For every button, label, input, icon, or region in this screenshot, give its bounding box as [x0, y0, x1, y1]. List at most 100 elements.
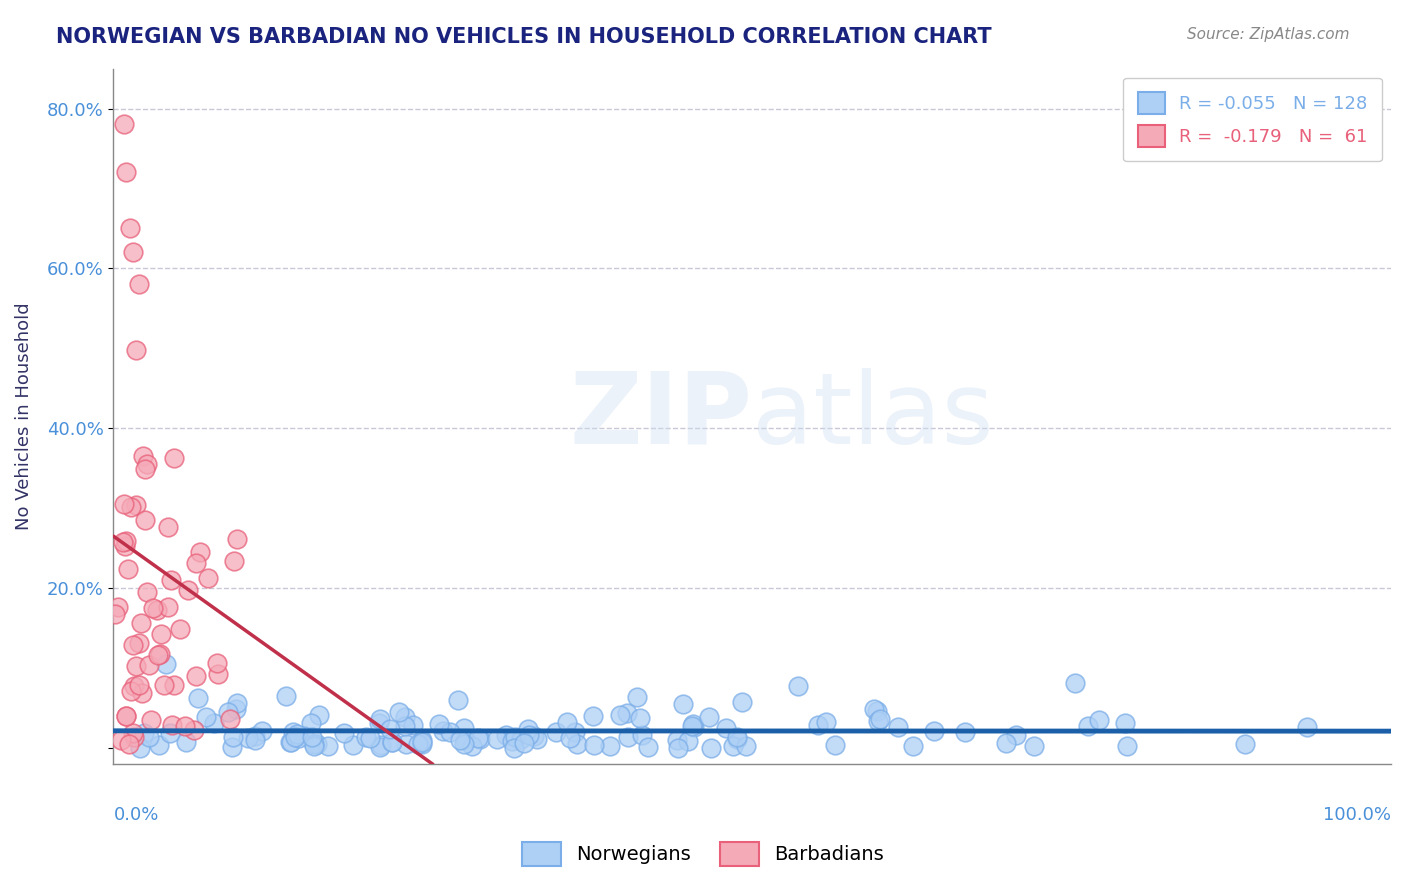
- Point: [668, 740, 690, 755]
- Point: [121, 245, 143, 260]
- Point: [725, 731, 748, 746]
- Point: [387, 705, 409, 719]
- Point: [432, 724, 454, 739]
- Point: [197, 571, 219, 585]
- Point: [402, 718, 425, 732]
- Point: [226, 696, 249, 710]
- Point: [953, 724, 976, 739]
- Point: [121, 638, 143, 652]
- Point: [156, 520, 179, 534]
- Point: [356, 731, 378, 745]
- Point: [439, 725, 461, 739]
- Point: [725, 730, 748, 744]
- Point: [616, 730, 638, 744]
- Point: [599, 739, 621, 753]
- Point: [195, 710, 218, 724]
- Point: [128, 635, 150, 649]
- Point: [188, 545, 211, 559]
- Point: [186, 669, 208, 683]
- Point: [243, 733, 266, 747]
- Point: [721, 739, 744, 753]
- Point: [173, 719, 195, 733]
- Point: [582, 738, 605, 752]
- Point: [342, 739, 364, 753]
- Point: [564, 725, 586, 739]
- Point: [523, 729, 546, 743]
- Point: [630, 728, 652, 742]
- Point: [149, 647, 172, 661]
- Point: [125, 343, 148, 358]
- Point: [114, 539, 136, 553]
- Point: [202, 715, 225, 730]
- Point: [174, 735, 197, 749]
- Point: [183, 723, 205, 737]
- Point: [470, 732, 492, 747]
- Point: [378, 722, 401, 736]
- Point: [110, 732, 132, 747]
- Point: [152, 678, 174, 692]
- Point: [217, 705, 239, 719]
- Point: [502, 741, 524, 756]
- Point: [714, 721, 737, 735]
- Point: [308, 708, 330, 723]
- Point: [370, 712, 392, 726]
- Point: [869, 712, 891, 726]
- Point: [134, 461, 156, 475]
- Point: [155, 657, 177, 671]
- Point: [129, 615, 152, 630]
- Point: [637, 739, 659, 754]
- Point: [134, 513, 156, 527]
- Point: [125, 659, 148, 673]
- Point: [359, 731, 381, 746]
- Point: [224, 554, 246, 568]
- Point: [429, 716, 451, 731]
- Point: [368, 716, 391, 731]
- Point: [1022, 739, 1045, 753]
- Point: [626, 690, 648, 705]
- Point: [163, 678, 186, 692]
- Point: [112, 535, 135, 549]
- Point: [411, 733, 433, 747]
- Point: [1004, 728, 1026, 742]
- Point: [395, 737, 418, 751]
- Point: [903, 739, 925, 754]
- Point: [252, 724, 274, 739]
- Point: [381, 735, 404, 749]
- Point: [115, 165, 138, 179]
- Point: [159, 726, 181, 740]
- Point: [125, 498, 148, 512]
- Point: [1234, 737, 1257, 751]
- Point: [117, 562, 139, 576]
- Point: [205, 656, 228, 670]
- Point: [156, 600, 179, 615]
- Point: [163, 451, 186, 466]
- Point: [1087, 713, 1109, 727]
- Point: [301, 730, 323, 744]
- Point: [207, 666, 229, 681]
- Point: [461, 739, 484, 753]
- Point: [107, 599, 129, 614]
- Point: [544, 725, 567, 739]
- Point: [219, 712, 242, 726]
- Point: [628, 711, 651, 725]
- Point: [408, 737, 430, 751]
- Point: [449, 732, 471, 747]
- Point: [148, 738, 170, 752]
- Point: [221, 740, 243, 755]
- Point: [124, 730, 146, 744]
- Point: [304, 738, 326, 752]
- Point: [503, 730, 526, 744]
- Point: [283, 725, 305, 739]
- Point: [665, 732, 688, 747]
- Text: Source: ZipAtlas.com: Source: ZipAtlas.com: [1187, 27, 1350, 42]
- Text: 0.0%: 0.0%: [114, 806, 159, 824]
- Point: [454, 732, 477, 747]
- Point: [517, 728, 540, 742]
- Point: [280, 735, 302, 749]
- Point: [112, 497, 135, 511]
- Point: [886, 720, 908, 734]
- Point: [160, 574, 183, 588]
- Point: [333, 726, 356, 740]
- Point: [226, 533, 249, 547]
- Point: [225, 701, 247, 715]
